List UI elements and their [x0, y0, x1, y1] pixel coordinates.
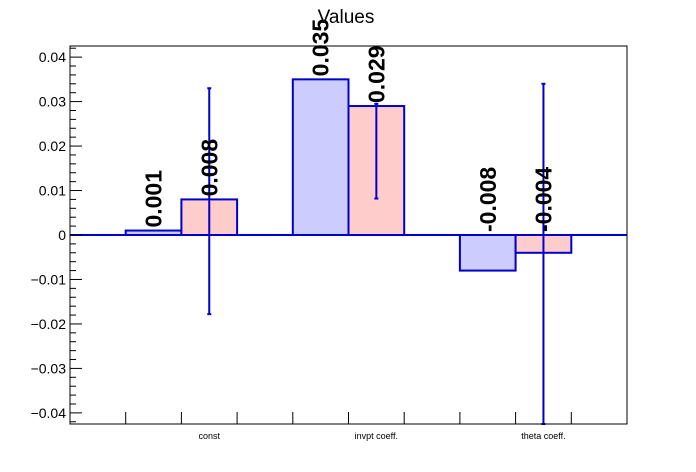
y-tick-label: 0.03	[39, 94, 66, 110]
chart-title: Values	[318, 7, 375, 28]
value-label: 0.035	[308, 19, 334, 77]
value-label: 0.029	[363, 45, 389, 103]
value-label: 0.001	[141, 170, 167, 228]
y-tick-label: −0.04	[31, 405, 67, 421]
y-tick-label: 0.04	[39, 49, 66, 65]
x-axis: const invpt coeff. theta coeff.	[125, 412, 572, 441]
x-category-label: invpt coeff.	[355, 431, 398, 441]
y-tick-label: −0.01	[31, 271, 67, 287]
y-tick-label: 0.01	[39, 183, 66, 199]
value-label: -0.004	[530, 167, 556, 232]
bars-layer	[124, 78, 573, 272]
bar-theta-coeff--s1	[458, 234, 517, 272]
y-axis: −0.04 −0.03 −0.02 −0.01 0 0.01 0.02 0.03 0.04	[31, 47, 82, 423]
y-tick-label: 0.02	[39, 138, 66, 154]
x-category-label: theta coeff.	[521, 431, 565, 441]
error-bars-layer	[207, 82, 546, 425]
y-tick-label: −0.02	[31, 316, 67, 332]
x-category-label: const	[198, 431, 220, 441]
bar-invpt-coeff--s1	[291, 78, 350, 237]
y-tick-label: 0	[58, 227, 66, 243]
value-label: -0.008	[475, 167, 501, 232]
value-label: 0.008	[196, 139, 222, 197]
y-tick-label: −0.03	[31, 360, 67, 376]
value-labels-layer: 0.001 0.035 -0.008 0.008 0.029 -0.004	[141, 19, 557, 232]
